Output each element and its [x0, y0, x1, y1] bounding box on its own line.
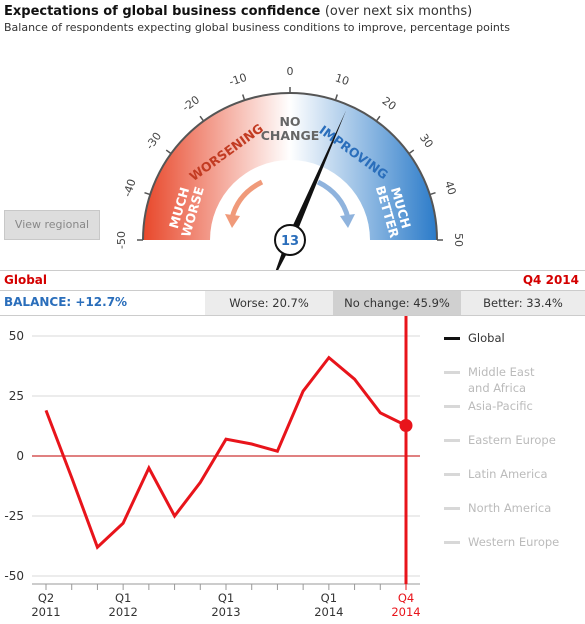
gauge-tick-label: -10: [227, 71, 248, 89]
y-axis-ticks: 50 25 0 -25 -50: [4, 329, 24, 583]
x-tick-label-quarter: Q1: [115, 591, 131, 605]
gauge-tick-label: 20: [380, 94, 399, 113]
improving-arrowhead-icon: [340, 214, 355, 228]
no-change-share: No change: 45.9%: [333, 291, 461, 315]
legend-label: Global: [468, 331, 505, 345]
improving-arrow-icon: [316, 179, 351, 219]
legend-swatch: [444, 439, 460, 442]
series-line-global: [44, 355, 407, 550]
legend-swatch: [444, 507, 460, 510]
x-tick-label-year: 2014: [314, 605, 343, 619]
selection-header: Global Q4 2014: [0, 270, 585, 291]
gauge-value-badge: [274, 224, 306, 256]
y-tick-label: 0: [16, 449, 24, 463]
selected-region: Global: [4, 273, 48, 287]
gauge-tick-label: -20: [180, 93, 202, 114]
gauge-tick: [408, 149, 415, 155]
legend-label: North America: [468, 501, 552, 515]
selected-point[interactable]: [399, 419, 413, 433]
x-tick-label-quarter: Q1: [321, 591, 337, 605]
gauge-tick-label: 40: [442, 179, 459, 196]
x-tick-label-year: 2013: [211, 605, 240, 619]
x-tick-label-year: 2012: [109, 605, 138, 619]
x-tick-label-year: 2014: [391, 605, 420, 619]
gauge-tick: [165, 149, 172, 155]
balance-value: BALANCE: +12.7%: [4, 295, 128, 309]
legend-swatch: [444, 371, 460, 374]
x-tick-label-year: 2011: [31, 605, 60, 619]
legend-label: Latin America: [468, 467, 548, 481]
period-highlight: [399, 316, 413, 584]
worsening-arrow-icon: [229, 179, 264, 219]
worsening-arrowhead-icon: [225, 214, 240, 228]
gauge-tick-label: -50: [115, 231, 128, 249]
legend-swatch: [444, 541, 460, 544]
gauge-tick-label: 10: [333, 71, 350, 88]
view-regional-button[interactable]: View regional: [4, 210, 100, 240]
gauge-tick-label: -30: [143, 130, 164, 152]
x-tick-label-quarter: Q2: [38, 591, 54, 605]
legend-label: Middle East and Africa: [468, 365, 535, 395]
chart-gridlines: [32, 335, 420, 585]
gauge-tick: [375, 115, 381, 122]
y-tick-label: -50: [4, 569, 24, 583]
better-share: Better: 33.4%: [461, 291, 585, 315]
chart-title: Expectations of global business confiden…: [4, 4, 473, 19]
legend-label: Eastern Europe: [468, 433, 556, 447]
x-tick-label-quarter: Q4: [398, 591, 414, 605]
series-lines: [44, 355, 407, 550]
gauge-tick: [144, 192, 151, 196]
selected-period: Q4 2014: [522, 273, 579, 287]
gauge-tick: [242, 94, 246, 101]
balance-breakdown: BALANCE: +12.7% Worse: 20.7% No change: …: [0, 290, 585, 316]
gauge-ticks: -50 -40 -30 -20 -10 0 10 20 30 40 50: [115, 65, 465, 249]
gauge-tick-label: 50: [452, 233, 465, 247]
gauge-tick: [429, 192, 436, 196]
worse-share: Worse: 20.7%: [205, 291, 333, 315]
legend-label: Asia-Pacific: [468, 399, 533, 413]
zone-no-change-label: NO CHANGE: [261, 114, 320, 143]
chart-subtitle: Balance of respondents expecting global …: [4, 21, 510, 34]
legend-swatch: [444, 473, 460, 476]
gauge-tick: [199, 115, 205, 122]
y-tick-label: 25: [9, 389, 24, 403]
gauge-value: 13: [281, 234, 299, 249]
y-tick-label: -25: [4, 509, 24, 523]
gauge-tick-label: -40: [121, 177, 139, 198]
gauge-tick-label: 0: [287, 65, 294, 78]
gauge-tick: [334, 94, 338, 101]
y-tick-label: 50: [9, 329, 24, 343]
legend-swatch: [444, 405, 460, 408]
legend-label: Western Europe: [468, 535, 560, 549]
gauge-tick-label: 30: [417, 131, 436, 150]
x-tick-label-quarter: Q1: [218, 591, 234, 605]
legend-swatch: [444, 337, 460, 340]
